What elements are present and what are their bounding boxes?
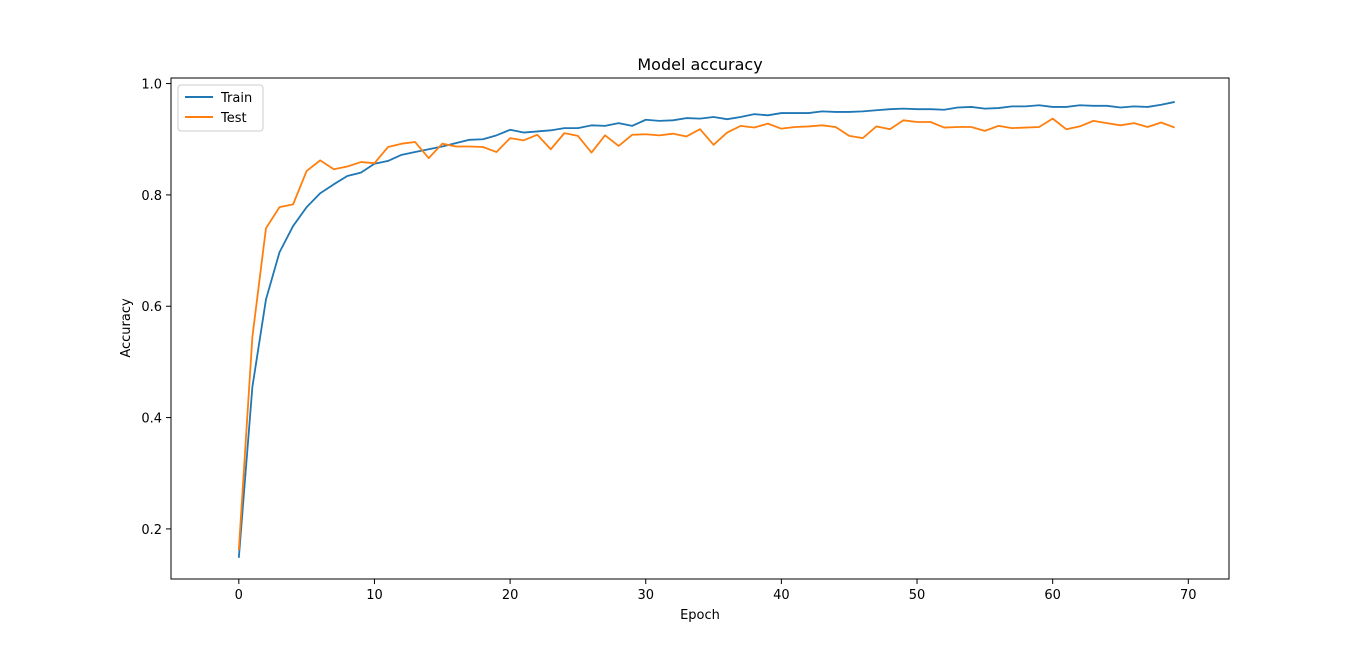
y-tick-label: 0.6 [141,300,162,315]
x-tick-label: 50 [909,588,926,603]
x-tick-label: 40 [773,588,790,603]
x-axis: 0 10 20 30 40 50 60 70 [235,579,1197,603]
x-tick-label: 20 [502,588,519,603]
y-tick-label: 1.0 [141,78,162,93]
series-layer [237,101,1176,558]
x-tick-label: 70 [1180,588,1197,603]
chart-title: Model accuracy [637,55,762,74]
series-line-train [237,101,1175,558]
y-tick-label: 0.8 [141,189,162,204]
series-line-test [237,117,1176,551]
plot-area [170,77,1230,580]
x-tick-label: 0 [235,588,243,603]
x-tick-label: 10 [366,588,383,603]
y-axis-label: Accuracy [119,298,134,358]
y-tick-label: 0.2 [141,523,162,538]
x-tick-label: 60 [1044,588,1061,603]
plot-frame [170,77,1230,580]
legend-label-test: Test [220,111,247,126]
y-axis: 0.2 0.4 0.6 0.8 1.0 [141,78,171,538]
legend: Train Test [177,84,264,132]
x-tick-label: 30 [637,588,654,603]
legend-label-train: Train [220,91,252,106]
y-tick-label: 0.4 [141,412,162,427]
x-axis-label: Epoch [680,608,720,623]
